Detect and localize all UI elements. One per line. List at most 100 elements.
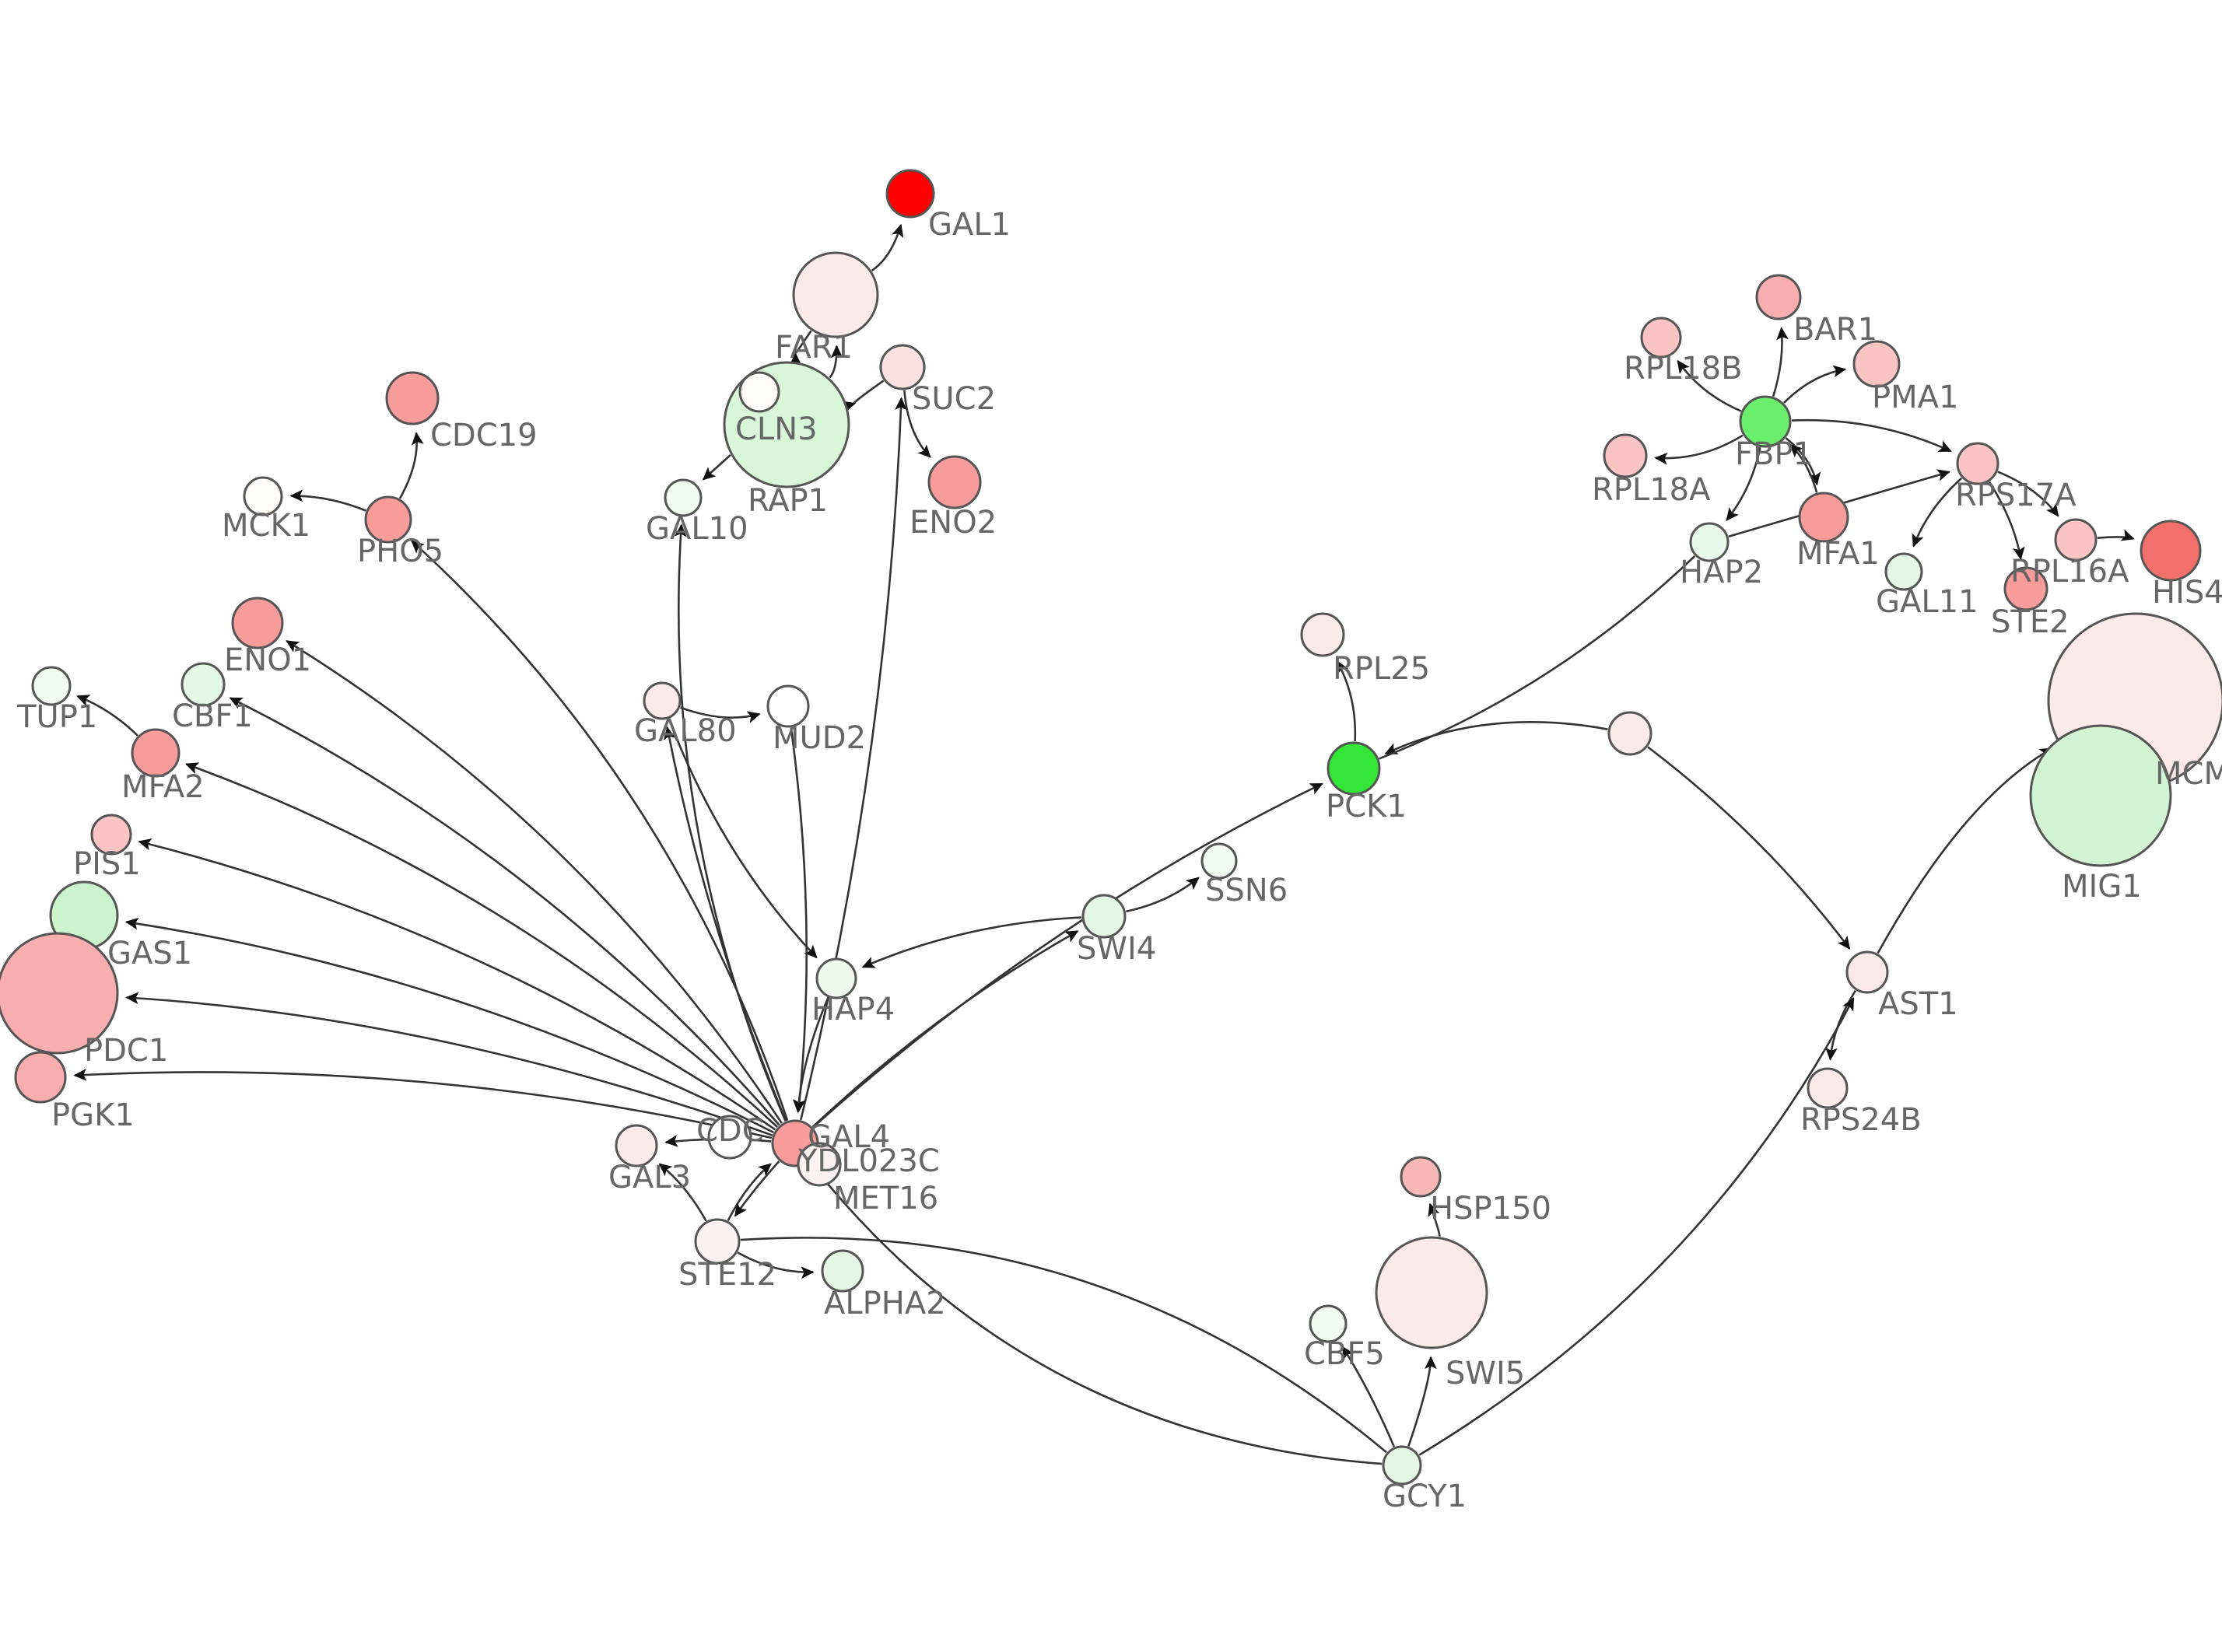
edge-gal4-to-gal10 <box>674 523 787 1122</box>
label-layer: GAL1 FAR1 SUC2 CLN3 RAP1 ENO2 GAL10 CDC19 MCK1 PH… <box>16 207 2222 1514</box>
node-cdc19[interactable] <box>385 371 440 425</box>
node-hap2[interactable] <box>1689 522 1730 562</box>
node-label-alpha2: ALPHA2 <box>824 1286 946 1321</box>
node-label-bar1: BAR1 <box>1793 312 1877 348</box>
edge-pck1-to-rpl25 <box>1336 660 1357 742</box>
edge-gal80-to-hap4 <box>668 718 818 959</box>
node-label-hap2: HAP2 <box>1680 555 1763 590</box>
node-far1[interactable] <box>792 251 879 338</box>
edge-hub1-to-pck1 <box>1384 720 1608 755</box>
edge-gal4-to-eno1 <box>286 639 783 1124</box>
node-hsp150[interactable] <box>1400 1156 1442 1198</box>
edge-ast1-to-mcm1 <box>1877 747 2053 954</box>
node-label-his4: HIS4 <box>2152 575 2222 611</box>
edge-mud2-to-gal4 <box>790 727 808 1113</box>
node-mfa2[interactable] <box>131 728 180 778</box>
node-gal10[interactable] <box>664 478 703 517</box>
node-label-ste2: STE2 <box>1991 604 2070 640</box>
node-label-cbf1: CBF1 <box>172 698 253 734</box>
node-rpl18a[interactable] <box>1603 433 1648 478</box>
edge-rps17a-to-ste2 <box>1988 481 2025 561</box>
node-mud2[interactable] <box>766 684 810 728</box>
edge-swi4-to-ssn6 <box>1126 877 1200 913</box>
edge-pho5-to-cdc19 <box>398 432 424 499</box>
node-suc2[interactable] <box>879 344 926 390</box>
edge-pho5-to-mck1 <box>289 489 366 512</box>
node-ast1[interactable] <box>1845 950 1889 994</box>
node-gal1[interactable] <box>885 169 935 219</box>
node-label-rap1: RAP1 <box>748 483 828 519</box>
node-rpl18b[interactable] <box>1640 317 1682 359</box>
node-mfa1[interactable] <box>1798 492 1849 543</box>
node-cdc39[interactable] <box>707 1115 752 1160</box>
node-label-rpl16a: RPL16A <box>2010 554 2129 590</box>
node-eno2[interactable] <box>927 455 982 509</box>
edge-gal4-to-swi4 <box>811 930 1079 1128</box>
node-pck1[interactable] <box>1327 741 1381 796</box>
node-ste12[interactable] <box>694 1218 741 1265</box>
node-label-cdc19: CDC19 <box>430 418 538 453</box>
node-mck1[interactable] <box>243 476 283 516</box>
edge-fbp1-to-rps17a <box>1791 418 1952 453</box>
node-fbp1[interactable] <box>1739 395 1792 448</box>
node-label-gal10: GAL10 <box>646 511 748 547</box>
edge-far1-to-gal1 <box>871 223 904 271</box>
node-hap4[interactable] <box>815 957 857 999</box>
node-pma1[interactable] <box>1852 340 1901 388</box>
node-met16[interactable] <box>797 1142 842 1187</box>
node-gal11[interactable] <box>1884 552 1923 591</box>
node-pho5[interactable] <box>364 495 412 544</box>
node-cbf5[interactable] <box>1309 1304 1348 1343</box>
edge-gcy1-to-ast1 <box>1418 997 1855 1456</box>
node-gal80[interactable] <box>643 681 682 720</box>
node-his4[interactable] <box>2140 520 2202 582</box>
edge-gcy1-to-swi5 <box>1407 1356 1437 1447</box>
edge-gal4-to-suc2 <box>800 397 907 1121</box>
edge-hub1-to-ast1 <box>1647 746 1851 950</box>
node-alpha2[interactable] <box>821 1249 864 1293</box>
node-label-gal80: GAL80 <box>634 713 737 749</box>
node-tup1[interactable] <box>31 666 72 706</box>
node-mig1[interactable] <box>2029 724 2172 867</box>
node-eno1[interactable] <box>231 597 284 649</box>
node-pgk1[interactable] <box>14 1051 67 1104</box>
node-label-ssn6: SSN6 <box>1205 873 1288 908</box>
node-ste2[interactable] <box>2003 566 2049 611</box>
edge-cln3-to-far1 <box>829 345 843 379</box>
edge-gal80-to-mud2 <box>680 706 761 723</box>
node-label-mig1: MIG1 <box>2062 869 2142 905</box>
node-ssn6[interactable] <box>1200 842 1238 880</box>
node-swi5[interactable] <box>1375 1236 1488 1349</box>
node-label-eno1: ENO1 <box>224 642 311 678</box>
node-pis1[interactable] <box>90 814 132 856</box>
node-label-gas1: GAS1 <box>107 936 192 971</box>
node-label-pma1: PMA1 <box>1872 380 1958 415</box>
node-rpl16a[interactable] <box>2054 518 2098 562</box>
node-pdc1[interactable] <box>0 932 119 1055</box>
edge-swi5-to-hsp150 <box>1428 1202 1441 1237</box>
edge-ste12-to-gcy1 <box>740 1237 1387 1454</box>
node-bar1[interactable] <box>1755 274 1802 320</box>
edge-fbp1-to-hap2 <box>1726 447 1761 521</box>
edge-gal4-to-ste12 <box>734 1160 780 1217</box>
node-label-ast1: AST1 <box>1878 986 1958 1022</box>
node-label-rps17a: RPS17A <box>1955 478 2077 513</box>
edge-mfa1-to-fbp1 <box>1789 443 1818 493</box>
edge-gal4-to-pgk1 <box>73 1069 773 1139</box>
node-gal3[interactable] <box>615 1124 658 1167</box>
node-rps24b[interactable] <box>1807 1067 1849 1109</box>
edge-rps17a-to-gal11 <box>1912 477 1963 548</box>
node-label-met16: MET16 <box>833 1181 938 1216</box>
edge-ste12-to-gal3 <box>658 1163 707 1222</box>
node-label-swi5: SWI5 <box>1446 1356 1525 1391</box>
node-cbf1[interactable] <box>180 662 226 707</box>
node-gcy1[interactable] <box>1382 1445 1422 1486</box>
node-hub1[interactable] <box>1607 711 1652 756</box>
edge-gal4-to-mfa2 <box>184 762 779 1128</box>
node-swi4[interactable] <box>1081 894 1127 939</box>
node-rap1[interactable] <box>738 371 780 413</box>
node-rpl25[interactable] <box>1300 612 1345 657</box>
node-rps17a[interactable] <box>1956 442 1999 485</box>
node-label-eno2: ENO2 <box>909 505 997 541</box>
